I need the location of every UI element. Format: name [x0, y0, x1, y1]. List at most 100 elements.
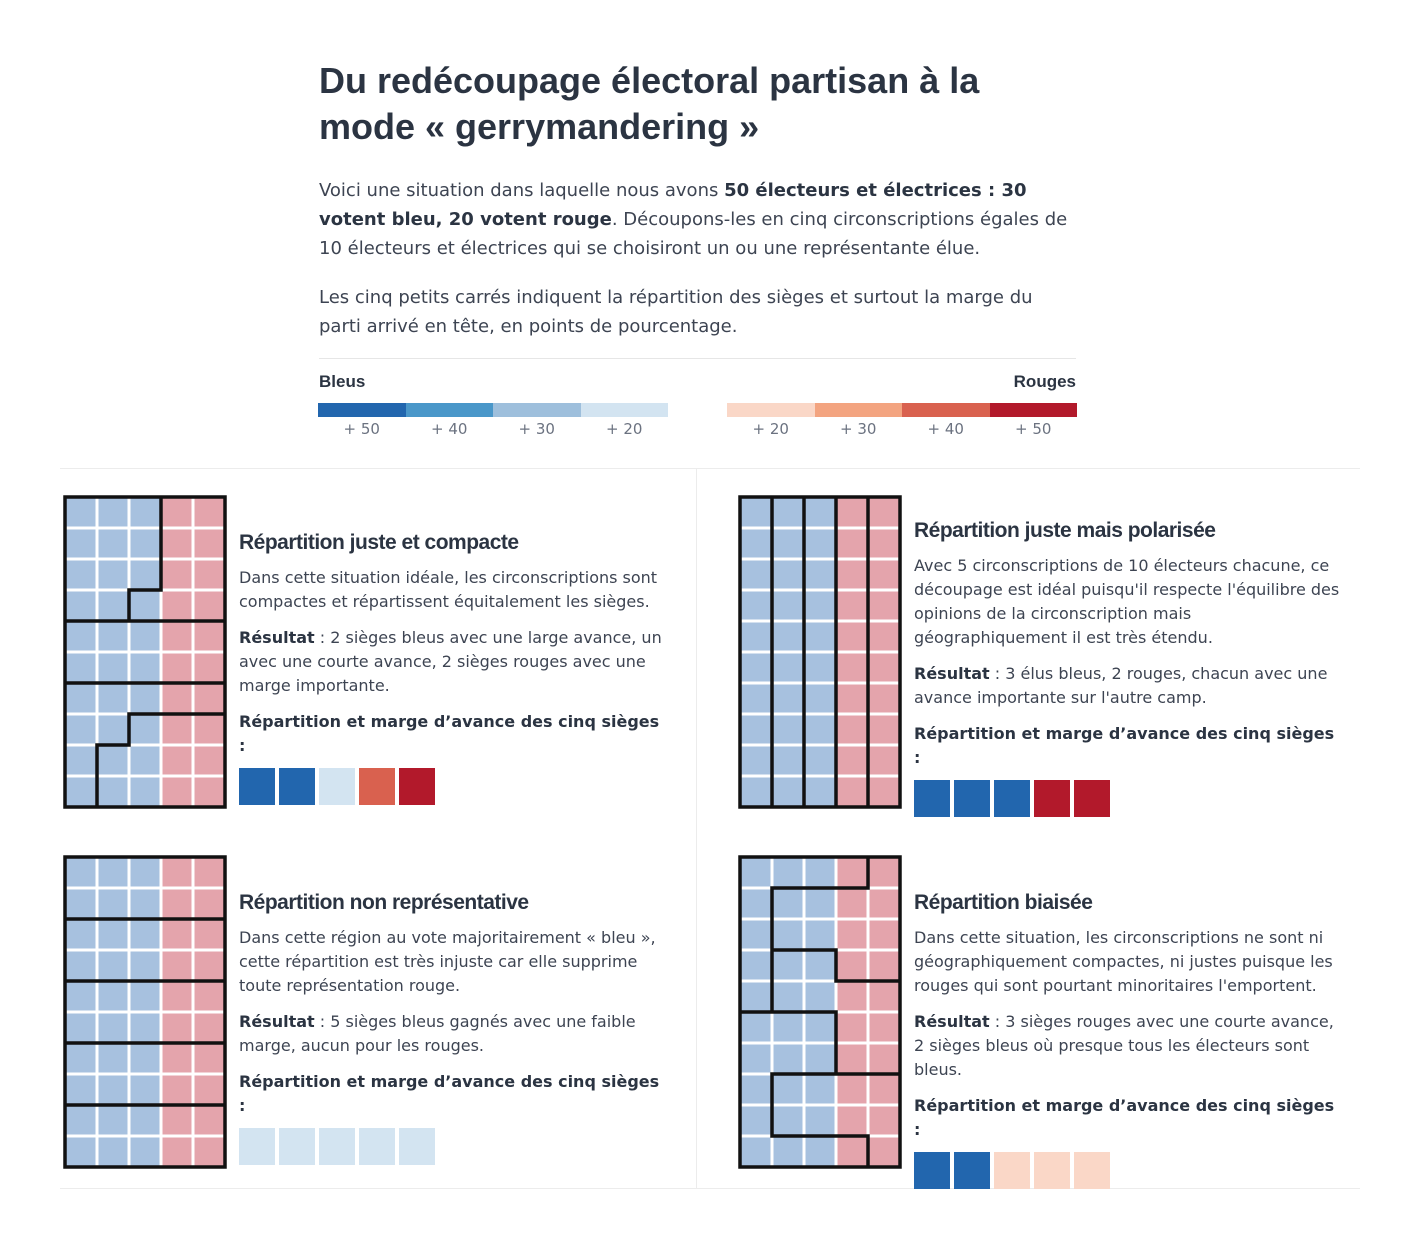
panel-text: Répartition juste mais polarisée Avec 5 … [914, 518, 1344, 817]
voter-cell [95, 681, 131, 716]
voter-cell [802, 712, 838, 747]
seat-row [239, 768, 669, 805]
legend-red-ticks: + 20 + 30 + 40 + 50 [727, 420, 1077, 438]
seat-square [1034, 1152, 1070, 1189]
result-text: : 3 sièges rouges avec une courte avance… [914, 1012, 1334, 1079]
seat-square [954, 1152, 990, 1189]
voter-cell [738, 948, 774, 983]
voter-cell [834, 1072, 870, 1107]
voter-cell [866, 979, 902, 1014]
voter-cell [159, 588, 195, 623]
voter-cell [738, 1010, 774, 1045]
panel-text: Répartition juste et compacte Dans cette… [239, 530, 669, 805]
voter-cell [866, 619, 902, 654]
voter-cell [63, 1134, 99, 1169]
district-borders [738, 855, 902, 1169]
voter-cell [866, 1103, 902, 1138]
panel-description: Dans cette région au vote majoritairemen… [239, 928, 656, 995]
voter-cell [95, 526, 131, 561]
voter-grid [63, 855, 227, 1169]
voter-cell [802, 886, 838, 921]
voter-cell [127, 1103, 163, 1138]
voter-cell [834, 774, 870, 809]
panel-text: Répartition non représentative Dans cett… [239, 890, 669, 1165]
seat-square [994, 780, 1030, 817]
voter-cell [95, 917, 131, 952]
seat-square [914, 780, 950, 817]
voter-cell [127, 774, 163, 809]
voter-cell [738, 712, 774, 747]
voter-cell [834, 1010, 870, 1045]
voter-cell [127, 743, 163, 778]
voter-cell [802, 588, 838, 623]
voter-cell [127, 886, 163, 921]
voter-cell [834, 855, 870, 890]
voter-cell [738, 774, 774, 809]
voter-cell [738, 1072, 774, 1107]
voter-cell [95, 588, 131, 623]
voter-cell [95, 1041, 131, 1076]
voter-cell [770, 588, 806, 623]
voter-grid [63, 495, 227, 809]
voter-cell [834, 1134, 870, 1169]
panel-title: Répartition juste et compacte [239, 531, 519, 554]
voter-cell [63, 588, 99, 623]
voter-cell [770, 774, 806, 809]
voter-cell [834, 1103, 870, 1138]
voter-cell [802, 681, 838, 716]
voter-cell [866, 1010, 902, 1045]
voter-cell [802, 1134, 838, 1169]
voter-cell [191, 743, 227, 778]
voter-cell [95, 1010, 131, 1045]
legend-red-swatch [989, 403, 1077, 417]
legend-red-swatch [814, 403, 902, 417]
voter-cell [159, 1072, 195, 1107]
voter-cell [127, 588, 163, 623]
voter-cell [127, 1134, 163, 1169]
legend-red-tick-label: + 20 [752, 420, 789, 438]
legend-blue-swatch [405, 403, 493, 417]
voter-cell [127, 855, 163, 890]
panel-description: Avec 5 circonscriptions de 10 électeurs … [914, 556, 1340, 647]
voter-cell [63, 1010, 99, 1045]
voter-cell [191, 979, 227, 1014]
voter-cell [127, 619, 163, 654]
district-borders [63, 855, 227, 1169]
seat-square [914, 1152, 950, 1189]
voter-cell [127, 526, 163, 561]
voter-cell [834, 917, 870, 952]
seat-square [399, 1128, 435, 1165]
voter-cell [191, 588, 227, 623]
voter-cell [191, 712, 227, 747]
voter-cell [802, 774, 838, 809]
voter-cell [802, 526, 838, 561]
legend-red-tick-label: + 50 [1015, 420, 1052, 438]
voter-cell [127, 1010, 163, 1045]
voter-grid [738, 495, 902, 809]
voter-cell [770, 1072, 806, 1107]
voter-cell [63, 650, 99, 685]
voter-cell [159, 1041, 195, 1076]
voter-cell [191, 886, 227, 921]
voter-cell [159, 650, 195, 685]
voter-grid [738, 855, 902, 1169]
voter-cell [63, 557, 99, 592]
voter-cell [834, 743, 870, 778]
voter-cell [159, 1010, 195, 1045]
result-label: Résultat [914, 1012, 990, 1031]
panel-text: Répartition biaisée Dans cette situation… [914, 890, 1344, 1189]
voter-cell [191, 650, 227, 685]
voter-cell [802, 619, 838, 654]
voter-cell [738, 855, 774, 890]
voter-cell [63, 855, 99, 890]
voter-cell [770, 619, 806, 654]
intro-paragraph: Voici une situation dans laquelle nous a… [319, 176, 1079, 263]
seat-square [954, 780, 990, 817]
seat-row [239, 1128, 669, 1165]
voter-cell [866, 712, 902, 747]
seat-square [1074, 1152, 1110, 1189]
seat-square [319, 768, 355, 805]
intro-text-c: . Découpons-les en cinq circonscriptions… [319, 209, 1068, 259]
legend-red-swatch [902, 403, 990, 417]
voter-cell [191, 948, 227, 983]
